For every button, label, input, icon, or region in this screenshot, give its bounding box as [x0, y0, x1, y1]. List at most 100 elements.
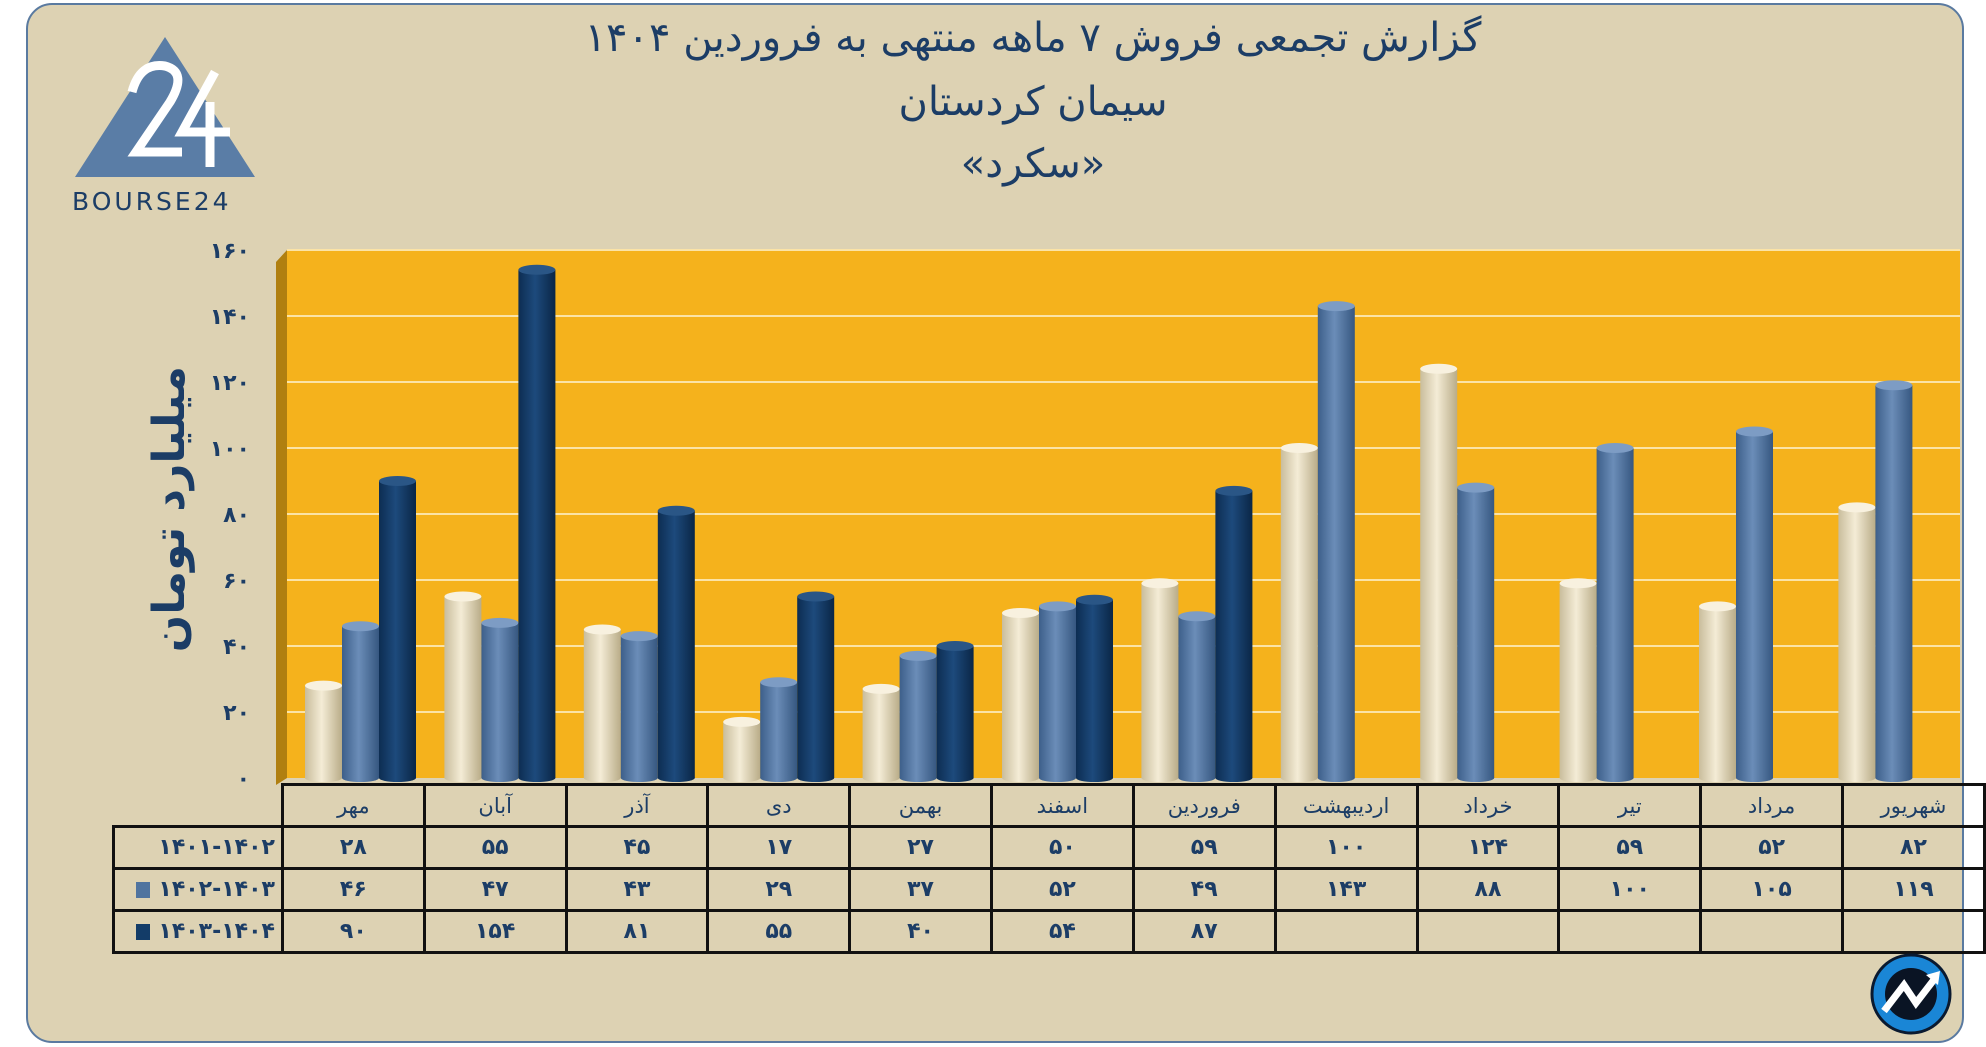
value-cell: ۸۲	[1841, 825, 1986, 870]
value-cell: ۴۷	[422, 867, 568, 912]
bar-2-2	[481, 617, 519, 782]
month-header: اردیبهشت	[1273, 783, 1419, 828]
plot-side-wall	[276, 250, 287, 785]
value-cell: ۸۷	[1131, 909, 1277, 954]
bar-3-6	[1076, 594, 1113, 782]
value-cell: ۴۵	[564, 825, 710, 870]
value-cell: ۵۹	[1557, 825, 1703, 870]
value-cell: ۹۰	[280, 909, 426, 954]
value-cell	[1557, 909, 1703, 954]
bar-2-12	[1875, 380, 1913, 782]
table-row: ۱۴۰۱-۱۴۰۲ ۲۸ ۵۵ ۴۵ ۱۷ ۲۷ ۵۰ ۵۹ ۱۰۰ ۱۲۴ ۵۹ ۵۲ ۸۲	[112, 825, 1986, 870]
y-tick-label: ۶۰	[223, 569, 250, 594]
bar-2-10	[1596, 443, 1634, 782]
value-cell	[1273, 909, 1419, 954]
value-cell: ۱۲۴	[1415, 825, 1561, 870]
series-name: ۱۴۰۱-۱۴۰۲	[158, 835, 275, 860]
y-tick-label: ۱۶۰	[210, 239, 250, 264]
series-name: ۱۴۰۲-۱۴۰۳	[158, 877, 275, 902]
month-header: شهریور	[1841, 783, 1986, 828]
value-cell: ۴۳	[564, 867, 710, 912]
value-cell: ۵۲	[1699, 825, 1845, 870]
value-cell: ۵۹	[1131, 825, 1277, 870]
value-cell: ۳۷	[848, 867, 993, 912]
bar-3-3	[657, 505, 695, 782]
series-legend-label: ۱۴۰۱-۱۴۰۲	[112, 825, 284, 870]
month-header: خرداد	[1415, 783, 1561, 828]
month-header: فروردین	[1131, 783, 1277, 828]
value-cell: ۱۱۹	[1841, 867, 1986, 912]
month-header: آبان	[422, 783, 568, 828]
month-header: اسفند	[989, 783, 1135, 828]
data-table: مهر آبان آذر دی بهمن اسفند فروردین اردیبهشت خردا…	[112, 783, 1986, 954]
legend-swatch	[136, 924, 151, 940]
chart-title: گزارش تجمعی فروش ۷ ماهه منتهی به فروردین…	[584, 15, 1482, 61]
bar-2-3	[620, 631, 658, 782]
bar-3-1	[379, 476, 416, 782]
bar-3-7	[1215, 485, 1253, 782]
value-cell	[1841, 909, 1986, 954]
bar-1-1	[305, 680, 342, 782]
value-cell	[1415, 909, 1561, 954]
bar-1-5	[862, 683, 900, 782]
value-cell: ۴۰	[848, 909, 993, 954]
value-cell: ۴۹	[1131, 867, 1277, 912]
bar-2-1	[342, 621, 379, 782]
bar-1-9	[1420, 363, 1458, 782]
y-tick-label: ۱۲۰	[210, 371, 250, 396]
value-cell: ۸۸	[1415, 867, 1561, 912]
bar-1-11	[1699, 601, 1736, 782]
table-corner	[113, 784, 284, 828]
value-cell: ۸۱	[564, 909, 710, 954]
y-tick-label: ۱۴۰	[210, 305, 250, 330]
bar-1-4	[723, 716, 761, 782]
value-cell: ۱۰۵	[1699, 867, 1845, 912]
bar-1-7	[1141, 578, 1179, 782]
bar-3-5	[936, 641, 974, 782]
bar-2-4	[760, 677, 798, 782]
bar-1-8	[1280, 443, 1318, 782]
value-cell: ۲۸	[280, 825, 426, 870]
bar-2-9	[1457, 482, 1495, 782]
bar-2-8	[1317, 301, 1355, 782]
value-cell: ۵۵	[706, 909, 852, 954]
bar-1-3	[583, 624, 621, 782]
value-cell: ۱۷	[706, 825, 852, 870]
month-header: تیر	[1557, 783, 1703, 828]
bar-2-11	[1736, 426, 1773, 782]
value-cell: ۲۷	[848, 825, 993, 870]
value-cell: ۵۴	[989, 909, 1135, 954]
chart-subtitle: سیمان کردستان	[898, 79, 1168, 125]
bar-1-12	[1838, 502, 1876, 782]
value-cell: ۱۴۳	[1273, 867, 1419, 912]
bar-1-10	[1559, 578, 1597, 782]
bar-1-2	[444, 591, 482, 782]
month-header: دی	[706, 783, 852, 828]
y-tick-label: ۸۰	[223, 503, 250, 528]
month-header: مرداد	[1699, 783, 1845, 828]
table-row: ۱۴۰۲-۱۴۰۳ ۴۶ ۴۷ ۴۳ ۲۹ ۳۷ ۵۲ ۴۹ ۱۴۳ ۸۸ ۱۰۰ ۱۰۵ ۱۱۹	[112, 867, 1986, 912]
bourse24-logo	[75, 37, 255, 177]
value-cell: ۱۵۴	[422, 909, 568, 954]
logo-text: BOURSE24	[72, 187, 232, 216]
table-row: ۱۴۰۳-۱۴۰۴ ۹۰ ۱۵۴ ۸۱ ۵۵ ۴۰ ۵۴ ۸۷	[112, 909, 1986, 954]
chart-ticker: «سکرد»	[960, 141, 1106, 187]
bar-2-6	[1039, 601, 1076, 782]
value-cell	[1699, 909, 1845, 954]
bar-3-2	[518, 264, 556, 782]
month-header: آذر	[564, 783, 710, 828]
value-cell: ۵۵	[422, 825, 568, 870]
legend-swatch	[136, 882, 151, 898]
bar-2-7	[1178, 611, 1216, 782]
value-cell: ۱۰۰	[1273, 825, 1419, 870]
series-name: ۱۴۰۳-۱۴۰۴	[158, 919, 275, 944]
y-tick-label: ۱۰۰	[210, 437, 250, 462]
month-header: مهر	[280, 783, 426, 828]
value-cell: ۵۲	[989, 867, 1135, 912]
value-cell: ۲۹	[706, 867, 852, 912]
value-cell: ۴۶	[280, 867, 426, 912]
site-badge-icon	[1870, 953, 1952, 1035]
value-cell: ۵۰	[989, 825, 1135, 870]
table-header-row: مهر آبان آذر دی بهمن اسفند فروردین اردیبهشت خردا…	[113, 783, 1986, 828]
